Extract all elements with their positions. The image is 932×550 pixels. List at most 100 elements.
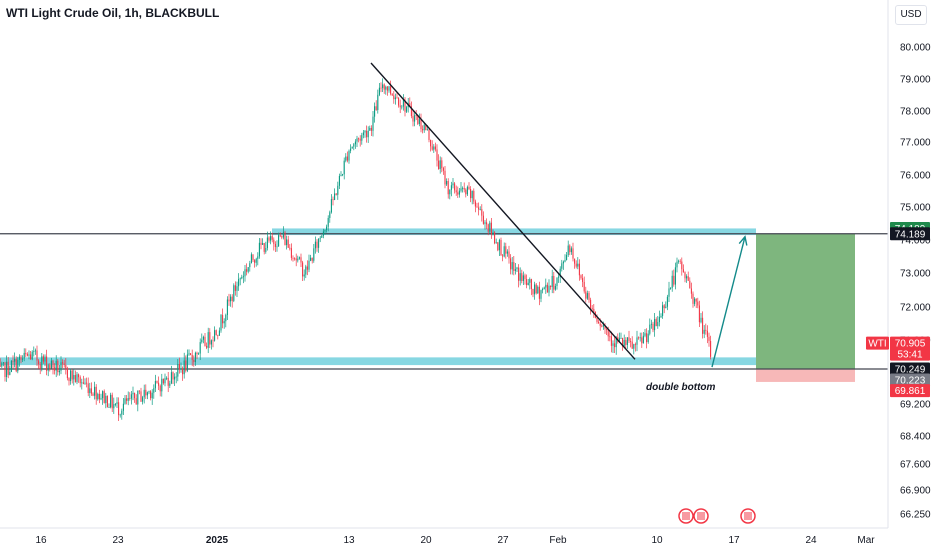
candle-body [353, 144, 355, 147]
candle-body [370, 127, 372, 131]
candle-body [610, 336, 612, 346]
x-tick-label: 16 [35, 535, 47, 546]
candle-body [697, 301, 699, 306]
candle-body [33, 351, 35, 352]
candle-body [377, 94, 379, 111]
candle-body [388, 86, 390, 91]
candle-body [476, 206, 478, 208]
candle-body [401, 106, 403, 108]
candle-body [569, 245, 571, 253]
candle-body [41, 356, 43, 369]
candle-body [234, 285, 236, 291]
candle-body [468, 186, 470, 190]
candle-body [263, 243, 265, 252]
y-tick-label: 78.000 [900, 107, 931, 118]
candle-body [119, 414, 121, 416]
candle-body [284, 232, 286, 246]
candle-body [367, 130, 369, 138]
candle-body [175, 376, 177, 378]
candle-body [105, 395, 107, 403]
candle-body [393, 95, 395, 100]
candle-body [159, 385, 161, 392]
candle-body [158, 382, 160, 386]
candle-body [582, 278, 584, 282]
candle-body [654, 319, 656, 331]
candle-body [425, 124, 427, 131]
candle-body [58, 370, 60, 373]
candle-body [538, 286, 540, 299]
candle-body [337, 185, 339, 195]
candle-body [460, 188, 462, 191]
candle-body [201, 339, 203, 343]
candle-body [532, 288, 534, 295]
position-tool [756, 233, 855, 382]
candle-body [649, 324, 651, 334]
candle-body [706, 330, 708, 337]
y-tick-label: 73.000 [900, 269, 931, 280]
candle-body [414, 115, 416, 122]
candle-body [146, 392, 148, 396]
chart-title: WTI Light Crude Oil, 1h, BLACKBULL [6, 6, 220, 20]
candle-body [482, 215, 484, 224]
candle-body [494, 232, 496, 244]
candle-body [418, 119, 420, 124]
candle-body [439, 160, 441, 170]
candle-body [513, 262, 515, 271]
candle-body [1, 363, 3, 367]
candle-body [436, 149, 438, 161]
candle-body [404, 99, 406, 112]
x-tick-label: 13 [343, 535, 355, 546]
candle-body [598, 321, 600, 324]
candle-body [54, 367, 56, 371]
candle-body [274, 243, 276, 247]
candle-body [348, 150, 350, 161]
candle-body [434, 146, 436, 150]
price-tag-bg [890, 362, 930, 376]
candle-body [190, 353, 192, 355]
event-icon [693, 508, 709, 524]
candle-body [92, 393, 94, 396]
candle-body [124, 398, 126, 404]
candle-body [298, 257, 300, 259]
candle-body [479, 209, 481, 210]
candle-body [358, 138, 360, 140]
candle-body [545, 284, 547, 288]
candle-body [335, 193, 337, 195]
candle-body [391, 93, 393, 96]
currency-button[interactable]: USD [895, 5, 927, 25]
candle-body [97, 393, 99, 400]
candle-body [134, 392, 136, 399]
candle-body [38, 360, 40, 365]
candle-body [313, 248, 315, 261]
candle-body [462, 187, 464, 189]
candle-body [543, 287, 545, 289]
candle-body [324, 229, 326, 232]
candle-body [618, 338, 620, 343]
candle-body [94, 386, 96, 396]
candle-body [394, 97, 396, 100]
price-tag-label: 69.861 [895, 386, 926, 397]
candle-body [330, 199, 332, 213]
candle-body [487, 224, 489, 232]
candle-body [586, 293, 588, 299]
candle-body [62, 362, 64, 364]
candle-body [522, 275, 524, 282]
candle-body [601, 325, 603, 327]
candle-body [342, 174, 344, 176]
candle-body [12, 361, 14, 362]
candle-body [25, 352, 27, 355]
y-tick-label: 77.000 [900, 138, 931, 149]
candle-body [266, 237, 268, 248]
candle-body [282, 232, 284, 238]
candle-body [511, 262, 513, 270]
candle-body [76, 374, 78, 382]
candle-body [498, 239, 500, 251]
candle-body [553, 276, 555, 290]
candle-body [116, 402, 118, 405]
x-tick-label: Mar [857, 535, 875, 546]
candle-body [527, 282, 529, 286]
candle-body [502, 255, 504, 257]
candle-body [231, 296, 233, 301]
candle-body [318, 238, 320, 248]
